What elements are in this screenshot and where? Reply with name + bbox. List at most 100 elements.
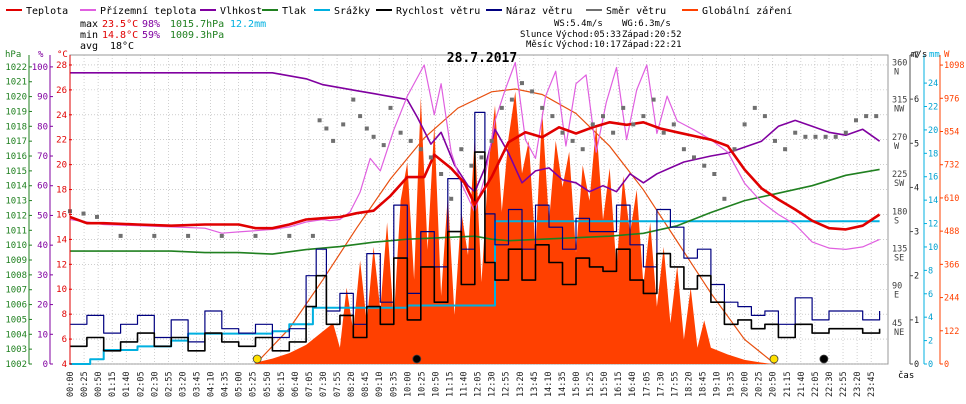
axis-label-ms: m/s <box>911 50 927 60</box>
wind-direction-point <box>428 155 433 160</box>
x-axis-tick-label: 13:45 <box>530 371 540 397</box>
hpa-axis-tick-label: 1020 <box>5 93 27 103</box>
wind-direction-point <box>418 147 423 152</box>
pct-axis-tick-label: 30 <box>37 271 48 281</box>
w-axis-tick-label: 732 <box>944 161 959 171</box>
x-axis-tick-label: 23:20 <box>853 371 863 397</box>
wind-direction-point <box>186 233 191 238</box>
axis-label-degc: °C <box>57 50 68 60</box>
x-axis-tick-label: 02:55 <box>164 371 174 397</box>
legend-label: Rychlost větru <box>396 5 480 17</box>
mm-axis-tick-label: 22 <box>928 103 938 113</box>
x-axis-tick-label: 09:35 <box>389 371 399 397</box>
degc-axis-tick-label: 28 <box>56 61 67 71</box>
humidity-line <box>70 72 881 193</box>
x-axis-tick-label: 13:20 <box>516 371 526 397</box>
dir-axis-abbr-label: E <box>894 291 899 301</box>
ms-axis-tick-label: 4 <box>914 183 919 193</box>
wind-direction-point <box>364 126 369 131</box>
hpa-axis-tick-label: 1011 <box>5 226 27 236</box>
dir-axis-tick-label: 45 <box>892 319 902 329</box>
hpa-axis-tick-label: 1012 <box>5 211 27 221</box>
x-axis-tick-label: 20:50 <box>769 371 779 397</box>
pressure-line <box>70 168 880 255</box>
legend-label: Tlak <box>282 6 306 17</box>
hpa-axis-tick-label: 1007 <box>5 286 27 296</box>
x-axis-tick-label: 12:55 <box>502 371 512 397</box>
hpa-axis-tick-label: 1010 <box>5 241 27 251</box>
mm-axis-tick-label: 2 <box>928 337 933 347</box>
dir-axis-abbr-label: N <box>894 68 899 78</box>
wind-direction-point <box>823 134 828 139</box>
wind-direction-point <box>742 122 747 127</box>
degc-axis-tick-label: 14 <box>56 235 67 245</box>
info-sun-rise: Východ:05:33 <box>556 30 621 40</box>
ms-axis-tick-label: 1 <box>914 316 919 326</box>
x-axis-tick-label: 15:25 <box>586 371 596 397</box>
mm-axis-tick-label: 14 <box>928 196 938 206</box>
wind-direction-point <box>590 122 595 127</box>
legend-label: Srážky <box>334 5 370 17</box>
degc-axis-tick-label: 26 <box>56 86 67 96</box>
pct-axis-tick-label: 40 <box>37 241 48 251</box>
axis-label-time: čas <box>898 370 914 381</box>
legend-item: Vlhkost <box>200 6 262 17</box>
wind-direction-point <box>118 233 123 238</box>
dir-axis-abbr-label: W <box>894 142 900 152</box>
ms-axis-tick-label: 5 <box>914 139 919 149</box>
info-sun-set: Západ:20:52 <box>622 30 682 40</box>
wind-speed-line <box>70 151 881 352</box>
wind-direction-point <box>81 211 86 216</box>
wind-direction-point <box>611 130 616 135</box>
x-axis-tick-label: 00:50 <box>94 371 104 397</box>
wind-direction-point <box>722 196 727 201</box>
wind-direction-point <box>732 147 737 152</box>
wind-direction-point <box>570 138 575 143</box>
axis-label-pct: % <box>38 50 44 60</box>
pct-axis-tick-label: 80 <box>37 122 48 132</box>
x-axis-tick-label: 14:35 <box>558 371 568 397</box>
wind-direction-point <box>398 130 403 135</box>
degc-axis-tick-label: 18 <box>56 186 67 196</box>
stats-max-rain: 12.2mm <box>230 19 266 30</box>
wind-direction-point <box>540 105 545 110</box>
wind-direction-point <box>661 130 666 135</box>
x-axis-tick-label: 03:20 <box>178 371 188 397</box>
stats-max-press: 1015.7hPa <box>170 19 224 30</box>
x-axis-tick-label: 21:40 <box>797 371 807 397</box>
stats-max-hum: 98% <box>142 19 160 30</box>
pct-axis-tick-label: 90 <box>37 93 48 103</box>
wind-direction-point <box>752 105 757 110</box>
hpa-axis-tick-label: 1005 <box>5 315 27 325</box>
wind-direction-point <box>843 130 848 135</box>
wind-direction-point <box>469 163 474 168</box>
w-axis-tick-label: 366 <box>944 260 959 270</box>
sunrise-marker <box>252 354 262 364</box>
legend-label: Náraz větru <box>506 5 572 17</box>
pct-axis-tick-label: 100 <box>32 63 48 73</box>
hpa-axis-tick-label: 1019 <box>5 107 27 117</box>
mm-axis-tick-label: 0 <box>928 360 933 370</box>
w-axis-tick-label: 976 <box>944 94 959 104</box>
stats-max-label: max <box>80 19 98 30</box>
x-axis-tick-label: 00:25 <box>80 371 90 397</box>
wind-direction-point <box>560 130 565 135</box>
wind-direction-point <box>439 172 444 176</box>
x-axis-tick-label: 16:40 <box>628 371 638 397</box>
wind-direction-point <box>152 233 157 238</box>
x-axis-tick-label: 12:30 <box>488 371 498 397</box>
wind-direction-point <box>341 122 346 127</box>
stats-min-label: min <box>80 30 98 41</box>
ms-axis-tick-label: 3 <box>914 228 919 238</box>
wind-direction-point <box>783 147 788 152</box>
dir-axis-abbr-label: NE <box>894 328 904 338</box>
x-axis-tick-label: 21:15 <box>783 371 793 397</box>
dir-axis-tick-label: 315 <box>892 96 907 106</box>
info-moon-label: Měsíc <box>526 40 553 50</box>
stats-min-temp: 14.8°C <box>102 30 138 41</box>
w-axis-tick-label: 244 <box>944 294 959 304</box>
legend-label: Teplota <box>26 6 68 17</box>
wind-direction-point <box>702 163 707 168</box>
stats-block: max 23.5°C 98% 1015.7hPa 12.2mm min 14.8… <box>80 19 266 52</box>
pct-axis-tick-label: 60 <box>37 182 48 192</box>
